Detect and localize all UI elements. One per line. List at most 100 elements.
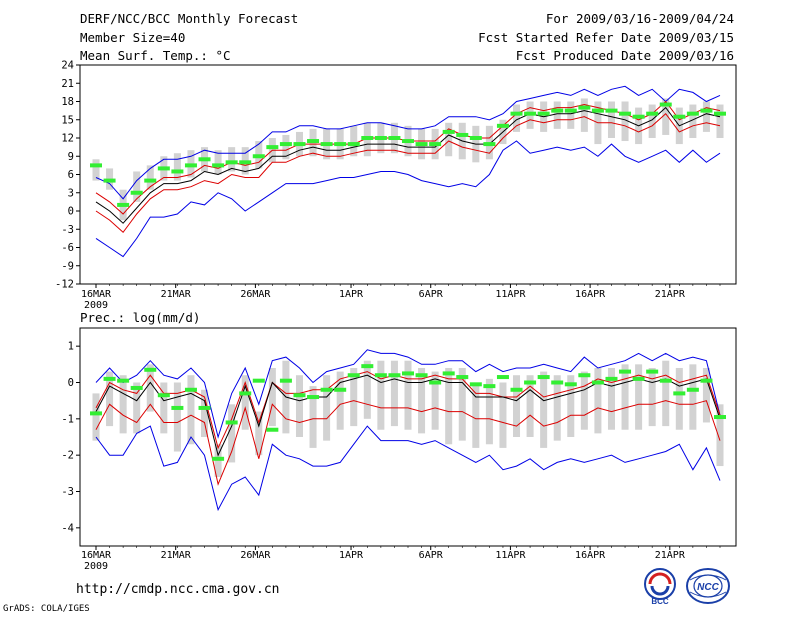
- temp-spread-box: [662, 98, 670, 135]
- prec-ensemble-marker: [144, 367, 157, 372]
- prec-spread-box: [255, 411, 263, 456]
- prec-spread-box: [295, 375, 303, 437]
- prec-spread-box: [499, 382, 507, 448]
- chart-title: DERF/NCC/BCC Monthly Forecast: [80, 11, 299, 26]
- prec-ensemble-marker: [456, 375, 469, 380]
- prec-spread-box: [201, 389, 209, 437]
- forecast-period-label: For 2009/03/16-2009/04/24: [545, 11, 734, 26]
- temp-ensemble-marker: [714, 111, 726, 116]
- prec-ensemble-marker: [184, 387, 197, 392]
- prec-ensemble-marker: [157, 393, 170, 398]
- prec-spread-box: [92, 393, 100, 441]
- prec-y-tick-label: -2: [61, 450, 74, 462]
- prec-ensemble-marker: [551, 380, 564, 385]
- prec-ensemble-marker: [266, 427, 279, 432]
- prec-ensemble-marker: [578, 373, 591, 378]
- temp-ensemble-marker: [619, 111, 632, 116]
- prec-ensemble-marker: [591, 380, 604, 385]
- prec-x-tick-label: 21MAR: [161, 550, 192, 561]
- prec-y-tick-label: -3: [61, 486, 74, 498]
- temp-x-tick-label: 16APR: [575, 289, 606, 300]
- temp-ensemble-marker: [184, 163, 197, 168]
- prec-spread-box: [458, 367, 466, 441]
- temp-y-tick-label: 6: [68, 169, 74, 181]
- source-url: http://cmdp.ncc.cma.gov.cn: [76, 582, 280, 597]
- prec-series-median: [95, 374, 721, 457]
- prec-x-tick-label: 1APR: [339, 550, 364, 561]
- temp-spread-box: [173, 153, 181, 181]
- prec-spread-box: [350, 367, 358, 427]
- prec-x-tick-label: 16APR: [575, 550, 606, 561]
- temp-spread-box: [567, 101, 575, 129]
- temp-ensemble-marker: [578, 105, 591, 110]
- prec-panel-title: Prec.: log(mm/d): [80, 310, 200, 325]
- temp-ensemble-marker: [632, 114, 645, 119]
- prec-x-tick-year: 2009: [84, 561, 108, 572]
- prec-ensemble-marker: [225, 420, 238, 425]
- temp-series-median: [95, 106, 721, 224]
- temp-ensemble-marker: [564, 108, 577, 113]
- temp-ensemble-marker: [212, 163, 225, 168]
- prec-ensemble-marker: [334, 387, 347, 392]
- temp-spread-box: [580, 98, 588, 132]
- temp-ensemble-marker: [225, 160, 238, 165]
- temp-ensemble-marker: [402, 139, 414, 144]
- temp-spread-box: [513, 104, 521, 132]
- temp-ensemble-marker: [429, 142, 442, 147]
- prec-series-lower: [95, 400, 721, 486]
- prec-spread-box: [594, 367, 602, 434]
- prec-spread-box: [241, 375, 249, 430]
- prec-ensemble-marker: [279, 378, 292, 383]
- temp-spread-box: [648, 104, 656, 138]
- member-size-label: Member Size=40: [80, 30, 186, 45]
- temp-ensemble-marker: [483, 142, 496, 147]
- prec-series-upper: [95, 371, 721, 450]
- prec-spread-box: [553, 375, 561, 441]
- temp-ensemble-marker: [469, 136, 482, 140]
- temp-ensemble-marker: [456, 132, 469, 137]
- prec-ensemble-marker: [659, 378, 672, 383]
- prec-ensemble-marker: [388, 373, 401, 378]
- prec-spread-box: [526, 375, 534, 437]
- temp-ensemble-marker: [496, 123, 509, 128]
- temp-ensemble-marker: [524, 111, 537, 116]
- prec-spread-box: [336, 371, 344, 430]
- temp-ensemble-marker: [157, 166, 170, 171]
- temp-ensemble-marker: [591, 108, 604, 113]
- temp-ensemble-marker: [659, 102, 672, 107]
- temp-ensemble-marker: [239, 160, 252, 165]
- temp-x-tick-label: 21MAR: [161, 289, 192, 300]
- temp-spread-box: [716, 104, 724, 138]
- prec-spread-box: [580, 371, 588, 430]
- prec-ensemble-marker: [374, 373, 387, 378]
- temp-ensemble-marker: [415, 142, 428, 147]
- prec-ensemble-marker: [103, 376, 116, 381]
- temp-spread-box: [621, 101, 629, 142]
- temp-x-tick-label: 11APR: [495, 289, 526, 300]
- temp-x-tick-year: 2009: [84, 300, 108, 311]
- prec-ensemble-marker: [320, 387, 333, 392]
- prec-series-max: [95, 349, 721, 439]
- prec-spread-box: [662, 360, 670, 427]
- temp-ensemble-marker: [700, 108, 713, 113]
- prec-ensemble-marker: [496, 375, 509, 380]
- prec-spread-box: [648, 367, 656, 427]
- temp-ensemble-marker: [279, 142, 292, 147]
- temp-ensemble-marker: [266, 145, 279, 150]
- bcc-logo-text: BCC: [651, 597, 669, 606]
- prec-y-tick-label: 0: [68, 377, 74, 389]
- prec-ensemble-marker: [524, 380, 537, 385]
- temp-y-tick-label: 12: [61, 133, 74, 145]
- temp-ensemble-marker: [686, 111, 699, 116]
- temp-ensemble-marker: [171, 169, 184, 174]
- variable-label: Mean Surf. Temp.: °C: [80, 48, 231, 63]
- prec-spread-box: [513, 375, 521, 437]
- temp-x-tick-label: 21APR: [655, 289, 686, 300]
- ncc-logo-text: NCC: [697, 582, 719, 593]
- temp-spread-box: [92, 159, 100, 181]
- started-date-label: Fcst Started Refer Date 2009/03/15: [478, 30, 734, 45]
- temp-spread-box: [702, 101, 710, 132]
- temp-spread-box: [445, 122, 453, 157]
